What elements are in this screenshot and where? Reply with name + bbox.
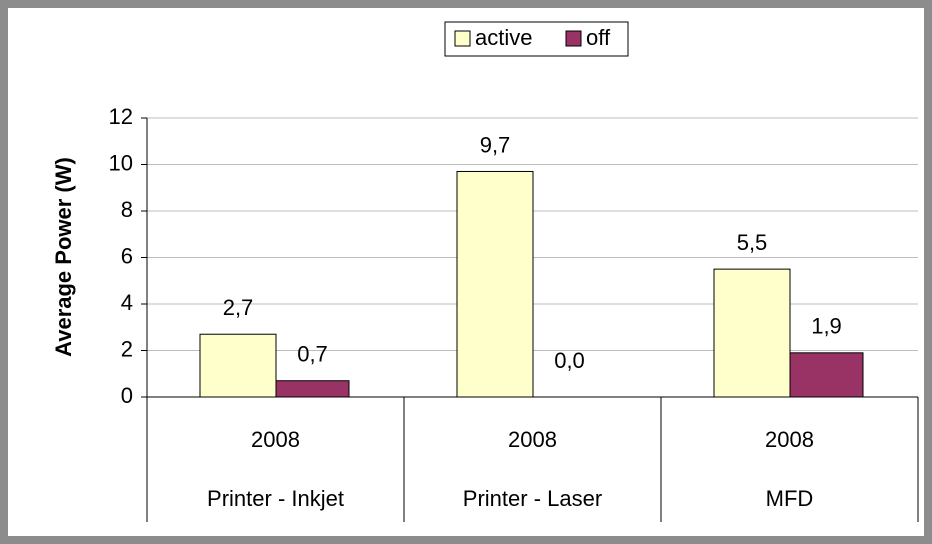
bar [199, 333, 277, 398]
y-tick-label: 0 [121, 383, 133, 408]
y-tick-label: 4 [121, 290, 133, 315]
legend-swatch [565, 30, 582, 47]
bar [789, 352, 864, 398]
value-label: 0,0 [554, 348, 585, 373]
y-axis-label: Average Power (W) [51, 157, 76, 357]
y-tick-label: 10 [109, 150, 133, 175]
bar [275, 380, 350, 398]
legend-label: off [586, 25, 611, 50]
value-label: 9,7 [480, 132, 511, 157]
bar [456, 170, 534, 398]
legend-label: active [475, 25, 532, 50]
x-group-label: MFD [766, 486, 814, 511]
value-label: 1,9 [811, 314, 842, 339]
x-group-label: Printer - Inkjet [207, 486, 344, 511]
x-tick-label: 2008 [251, 427, 300, 452]
x-tick-label: 2008 [765, 427, 814, 452]
value-label: 5,5 [737, 230, 768, 255]
y-tick-label: 8 [121, 197, 133, 222]
x-tick-label: 2008 [508, 427, 557, 452]
x-group-label: Printer - Laser [463, 486, 602, 511]
y-tick-label: 12 [109, 104, 133, 129]
value-label: 0,7 [297, 342, 328, 367]
y-tick-label: 6 [121, 243, 133, 268]
legend-box [444, 21, 629, 57]
bar [713, 268, 791, 398]
y-tick-label: 2 [121, 336, 133, 361]
value-label: 2,7 [223, 295, 254, 320]
legend-swatch [454, 30, 471, 47]
